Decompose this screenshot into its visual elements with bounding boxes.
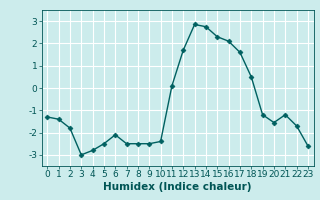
X-axis label: Humidex (Indice chaleur): Humidex (Indice chaleur) bbox=[103, 182, 252, 192]
